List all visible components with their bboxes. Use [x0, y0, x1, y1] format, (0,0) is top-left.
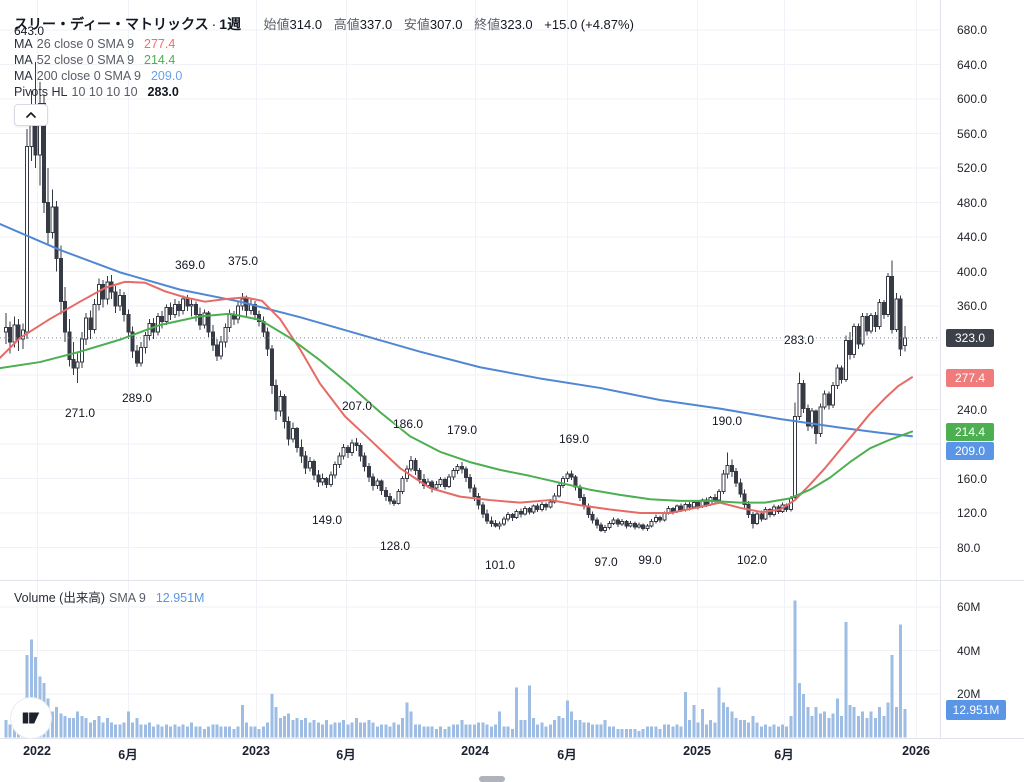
ma200-price-badge: 209.0	[946, 442, 994, 460]
indicator-params: 26 close 0 SMA 9	[36, 37, 135, 51]
price-tick-label: 640.0	[957, 57, 988, 72]
indicator-params: 10 10 10 10	[71, 85, 138, 99]
indicator-params: 52 close 0 SMA 9	[36, 53, 135, 67]
indicator-params: 200 close 0 SMA 9	[36, 69, 141, 83]
indicator-name: Pivots HL	[14, 85, 68, 99]
ma52-price-badge: 214.4	[946, 423, 994, 441]
time-axis-label[interactable]: 6月	[774, 748, 794, 762]
pivot-label: 101.0	[484, 558, 516, 572]
ma26-price-badge: 277.4	[946, 369, 994, 387]
legend-row-ma52[interactable]: MA 52 close 0 SMA 9 214.4	[14, 52, 175, 68]
legend-row-ma26[interactable]: MA 26 close 0 SMA 9 277.4	[14, 36, 175, 52]
low-value: 307.0	[429, 17, 463, 32]
last-price-badge: 323.0	[946, 329, 994, 347]
open-label: 始値	[263, 17, 290, 32]
time-axis-label[interactable]: 2022	[23, 744, 51, 758]
high-label: 高値	[333, 17, 360, 32]
close-value: 323.0	[500, 17, 533, 32]
volume-indicator-name: Volume (出来高)	[14, 591, 105, 605]
indicator-name: MA	[14, 53, 33, 67]
pivot-label: 169.0	[558, 432, 590, 446]
indicator-name: MA	[14, 37, 33, 51]
high-value: 337.0	[359, 17, 393, 32]
price-tick-label: 360.0	[957, 299, 988, 313]
price-tick-label: 80.0	[957, 540, 981, 555]
ohlc-readout: 始値314.0 高値337.0 安値307.0 終値323.0 +15.0 (+…	[256, 17, 634, 32]
symbol-title[interactable]: スリー・ディー・マトリックス	[14, 16, 209, 32]
price-tick-label: 560.0	[957, 126, 988, 141]
volume-tick-label: 20M	[957, 687, 981, 701]
pivot-label: 149.0	[311, 513, 343, 527]
indicator-value: 209.0	[150, 69, 183, 83]
time-axis-label[interactable]: 2024	[461, 744, 489, 758]
legend-collapse-button[interactable]	[14, 104, 48, 126]
volume-tick-label: 60M	[957, 600, 981, 614]
pivot-label: 102.0	[736, 553, 768, 567]
price-tick-label: 440.0	[957, 230, 988, 244]
legend-row-pivots[interactable]: Pivots HL 10 10 10 10 283.0	[14, 84, 179, 100]
legend-row-ma200[interactable]: MA 200 close 0 SMA 9 209.0	[14, 68, 182, 84]
time-axis-label[interactable]: 6月	[118, 748, 138, 762]
pivot-label: 190.0	[711, 414, 743, 428]
pivot-label: 179.0	[446, 423, 478, 437]
pivot-label: 207.0	[341, 399, 373, 413]
indicator-value: 277.4	[144, 37, 176, 51]
chart-header: スリー・ディー・マトリックス · 1週 始値314.0 高値337.0 安値307.…	[14, 14, 634, 34]
timeframe-label[interactable]: 1週	[219, 16, 242, 32]
time-axis-label[interactable]: 6月	[336, 748, 356, 762]
time-axis-label[interactable]: 6月	[557, 748, 577, 762]
price-tick-label: 240.0	[957, 402, 988, 417]
tradingview-logo-icon	[22, 712, 40, 724]
indicator-name: MA	[14, 69, 33, 83]
price-tick-label: 480.0	[957, 195, 988, 210]
pivot-label: 643.0	[13, 24, 45, 38]
chevron-up-icon	[26, 112, 36, 118]
pivot-label: 186.0	[392, 417, 424, 431]
pivot-label: 99.0	[638, 553, 662, 567]
price-tick-label: 520.0	[957, 161, 988, 175]
bottom-toolbar-partial[interactable]	[479, 776, 505, 782]
tradingview-logo[interactable]	[11, 698, 51, 738]
time-axis-label[interactable]: 2023	[242, 744, 270, 758]
price-tick-label: 160.0	[957, 471, 988, 486]
volume-value-badge: 12.951M	[946, 700, 1006, 720]
pivot-label: 375.0	[227, 254, 259, 268]
indicator-value: 214.4	[144, 53, 176, 67]
volume-sma-params: SMA 9	[109, 591, 146, 605]
volume-tick-label: 40M	[957, 643, 981, 658]
price-tick-label: 400.0	[957, 264, 988, 279]
price-tick-label: 600.0	[957, 92, 988, 106]
pivot-label: 128.0	[379, 539, 411, 553]
price-tick-label: 120.0	[957, 506, 988, 520]
time-axis-label[interactable]: 2026	[902, 744, 930, 758]
pivot-label: 97.0	[594, 555, 618, 569]
volume-legend-row[interactable]: Volume (出来高) SMA 9 12.951M	[14, 590, 204, 606]
open-value: 314.0	[289, 17, 323, 32]
time-axis-label[interactable]: 2025	[683, 744, 711, 758]
volume-value: 12.951M	[155, 591, 205, 605]
title-separator: ·	[211, 16, 217, 32]
indicator-value: 283.0	[147, 85, 179, 99]
close-label: 終値	[474, 17, 501, 32]
pivot-label: 369.0	[174, 258, 206, 272]
pivot-label: 289.0	[121, 391, 153, 405]
pivot-label: 283.0	[783, 333, 815, 347]
change-value: +15.0 (+4.87%)	[544, 17, 634, 32]
low-label: 安値	[403, 17, 430, 32]
price-tick-label: 680.0	[957, 23, 988, 37]
pivot-label: 271.0	[64, 406, 96, 420]
